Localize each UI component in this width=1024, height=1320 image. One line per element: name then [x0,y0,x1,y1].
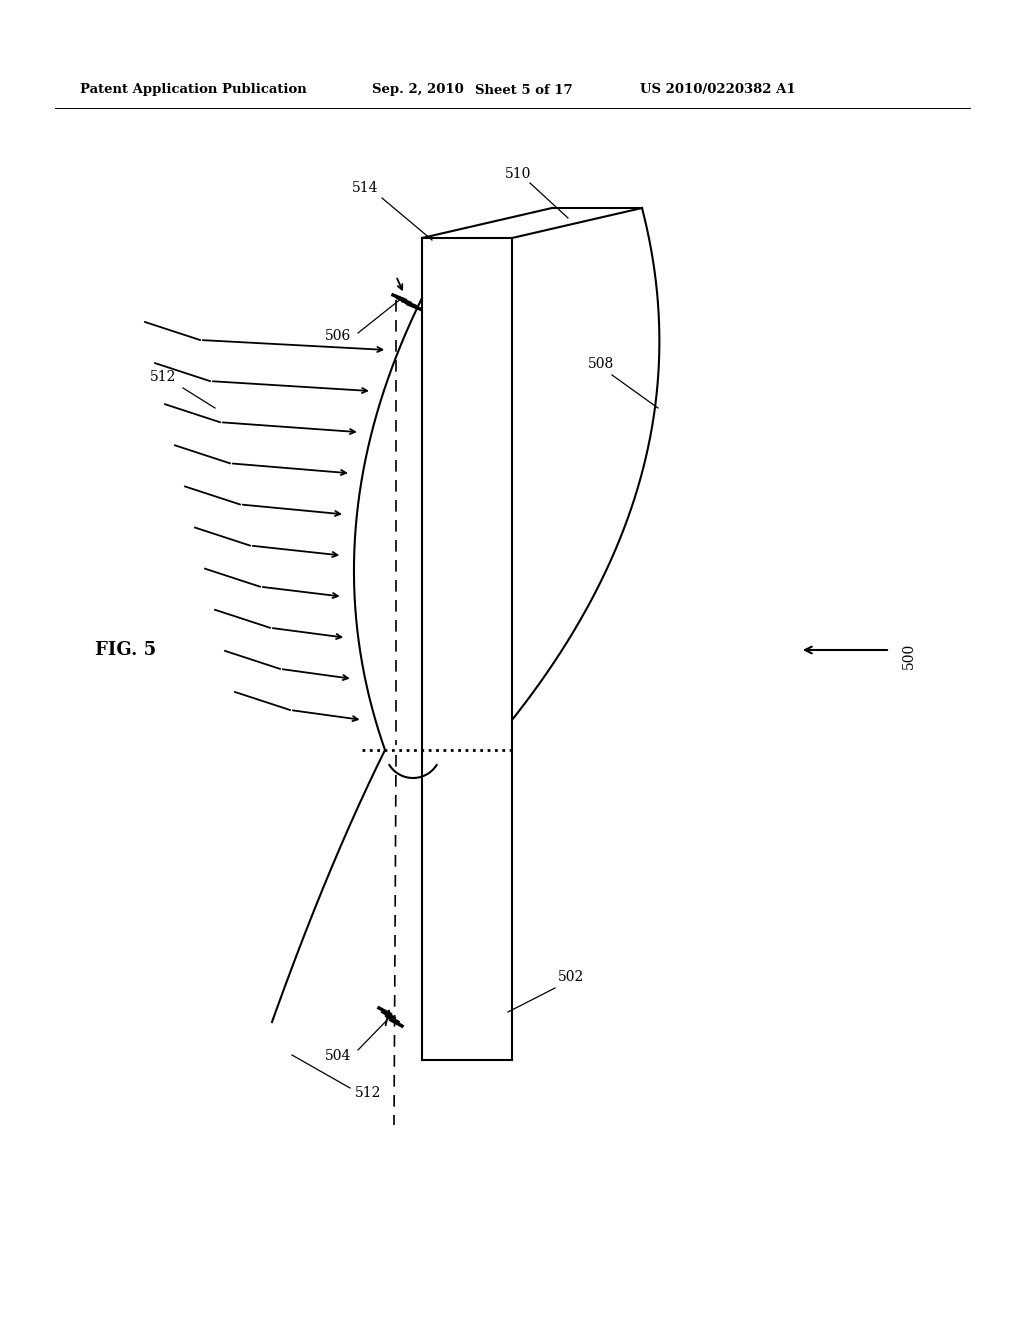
Text: 514: 514 [352,181,379,195]
Text: 502: 502 [558,970,585,983]
Text: 504: 504 [325,1049,351,1063]
Text: 508: 508 [588,356,614,371]
Text: FIG. 5: FIG. 5 [95,642,157,659]
Text: Sheet 5 of 17: Sheet 5 of 17 [475,83,572,96]
Text: 500: 500 [902,643,916,669]
Text: US 2010/0220382 A1: US 2010/0220382 A1 [640,83,796,96]
Text: 512: 512 [355,1086,381,1100]
Text: 512: 512 [150,370,176,384]
Text: Sep. 2, 2010: Sep. 2, 2010 [372,83,464,96]
Text: 506: 506 [325,329,351,343]
Text: 510: 510 [505,168,531,181]
Text: Patent Application Publication: Patent Application Publication [80,83,307,96]
